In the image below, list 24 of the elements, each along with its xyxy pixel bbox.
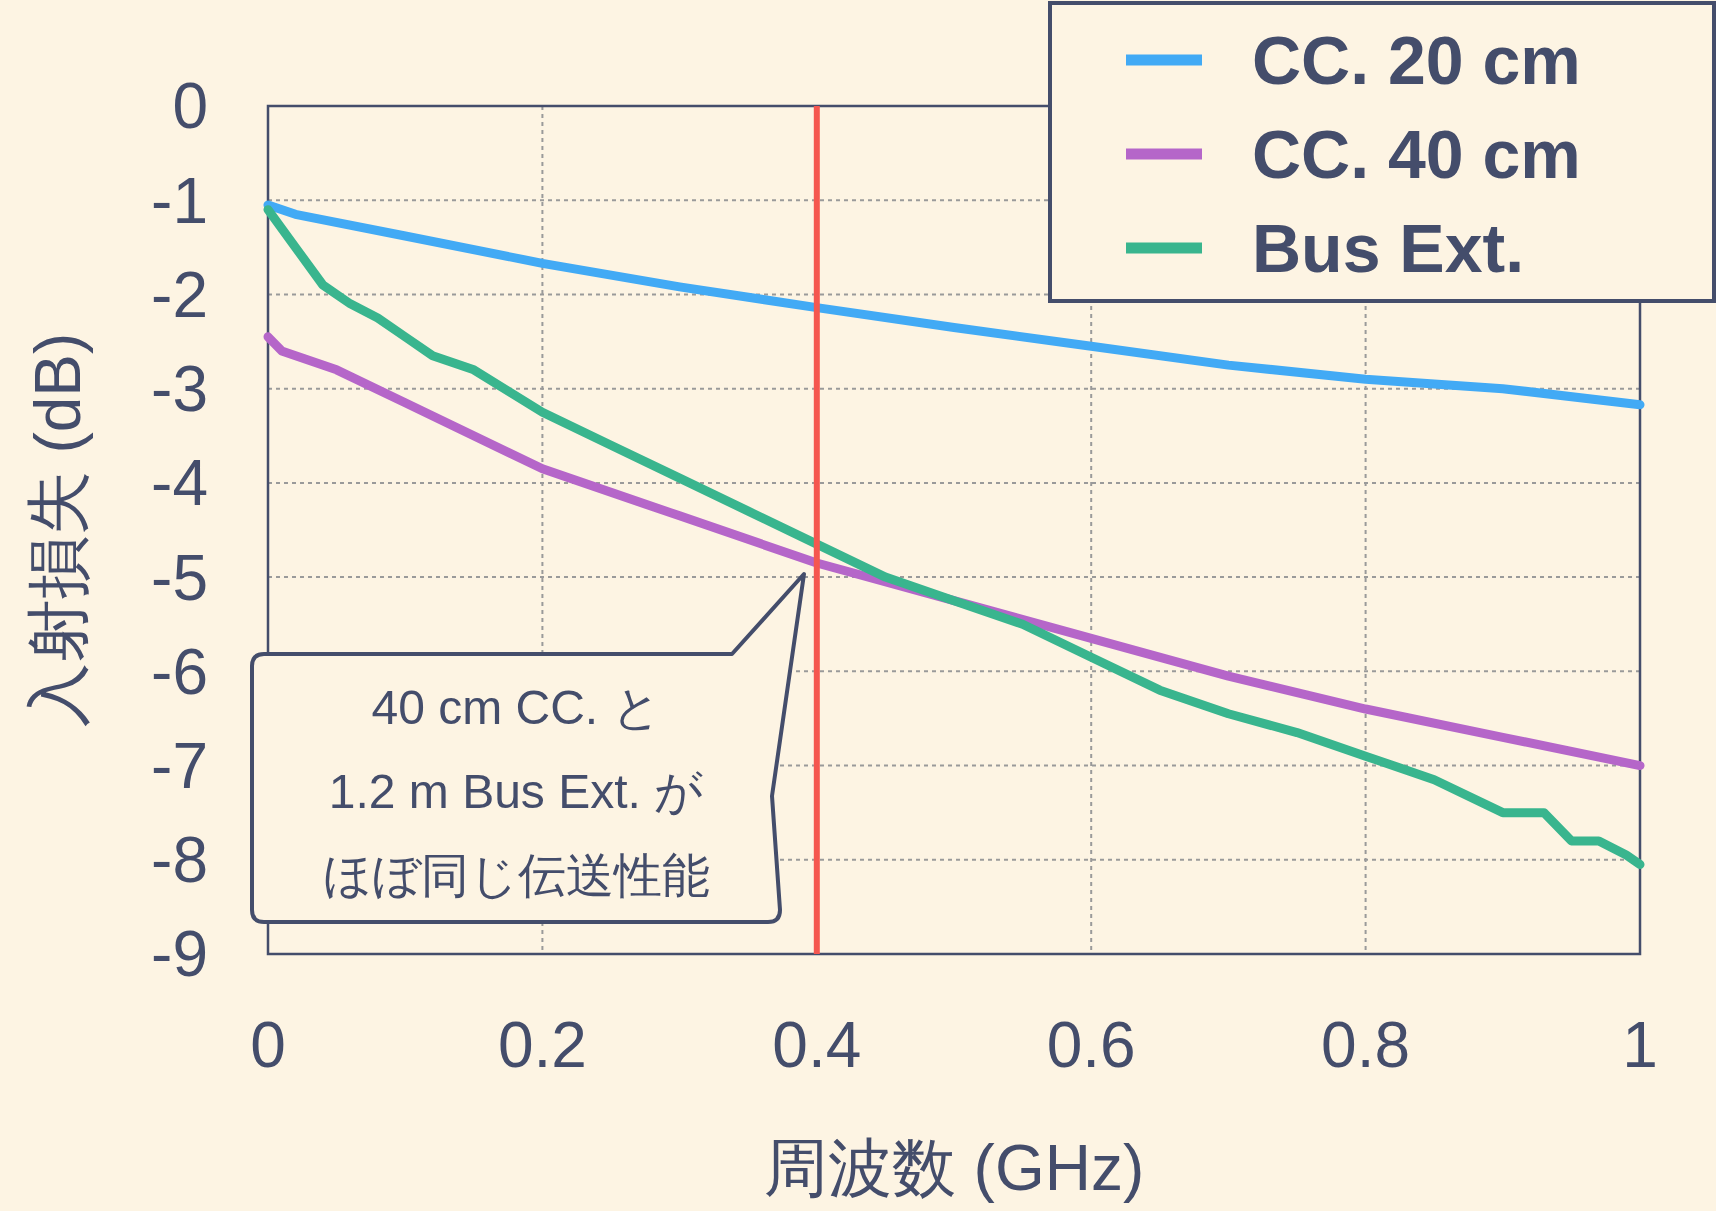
- y-tick-label: -4: [151, 447, 208, 520]
- x-tick-label: 0: [250, 1009, 286, 1081]
- annotation: 1.2 m Bus Ext. が: [328, 765, 704, 818]
- y-tick-label: -8: [151, 824, 208, 897]
- y-tick-label: 0: [172, 70, 208, 143]
- y-tick-label: -6: [151, 635, 208, 708]
- x-axis-title: 周波数 (GHz): [763, 1132, 1145, 1204]
- x-tick-label: 1: [1622, 1009, 1658, 1081]
- y-tick-label: -3: [151, 353, 208, 426]
- x-tick-label: 0.6: [1046, 1009, 1136, 1081]
- annotation: ほぼ同じ伝送性能: [322, 849, 710, 902]
- y-tick-label: -1: [151, 164, 208, 237]
- annotation: 40 cm CC. と: [371, 681, 661, 734]
- y-axis-title: 入射損失 (dB): [22, 332, 94, 728]
- legend-label: CC. 40 cm: [1252, 116, 1581, 193]
- y-tick-label: -2: [151, 258, 208, 331]
- x-tick-label: 0.2: [497, 1009, 587, 1081]
- x-tick-label: 0.4: [772, 1009, 862, 1081]
- y-tick-label: -9: [151, 918, 208, 991]
- legend-label: CC. 20 cm: [1252, 22, 1581, 99]
- y-tick-label: -5: [151, 541, 208, 614]
- y-tick-label: -7: [151, 729, 208, 802]
- legend-label: Bus Ext.: [1252, 210, 1525, 287]
- x-tick-label: 0.8: [1321, 1009, 1411, 1081]
